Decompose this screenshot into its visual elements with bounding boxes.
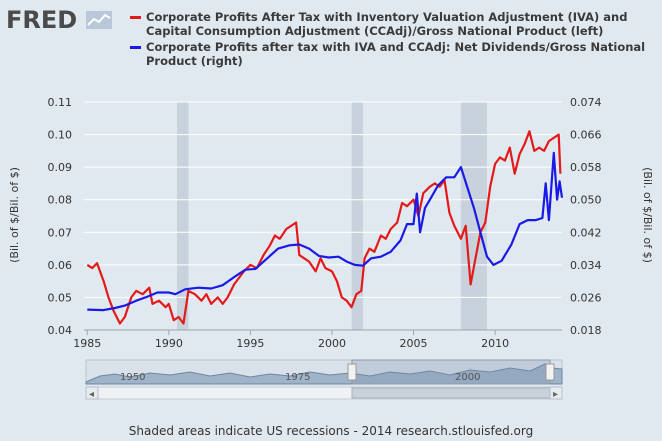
navigator-selection[interactable] (351, 359, 551, 385)
y-right-tick-label: 0.034 (570, 259, 602, 272)
fred-logo: FRED (6, 6, 112, 34)
legend-label-left-series: Corporate Profits After Tax with Invento… (146, 10, 628, 38)
legend-swatch-red (130, 16, 141, 19)
x-tick-label: 2000 (318, 337, 346, 350)
series-line-left (86, 130, 562, 325)
scroll-right-button[interactable] (549, 386, 563, 400)
y-right-tick-label: 0.074 (570, 96, 602, 109)
footer-note: Shaded areas indicate US recessions - 20… (128, 424, 534, 438)
y-left-tick-label: 0.06 (48, 259, 73, 272)
x-tick-label: 1995 (236, 337, 264, 350)
navigator-label-1950: 1950 (120, 372, 145, 383)
navigator-handle-right[interactable] (545, 363, 555, 381)
y-right-tick-label: 0.058 (570, 161, 602, 174)
x-tick-label: 2005 (400, 337, 428, 350)
y-right-tick-label: 0.066 (570, 129, 602, 142)
y-right-tick-label: 0.050 (570, 194, 602, 207)
x-tick-label: 2010 (481, 337, 509, 350)
series-line-right (87, 151, 564, 312)
y-right-tick-label: 0.026 (570, 291, 602, 304)
recession-band-0 (176, 102, 189, 330)
y-left-tick-label: 0.08 (48, 194, 73, 207)
y-right-tick-label: 0.042 (570, 226, 602, 239)
x-tick-label: 1990 (155, 337, 183, 350)
scrollbar-thumb[interactable] (351, 387, 551, 399)
scroll-left-button[interactable] (85, 386, 99, 400)
scroll-left-arrow-icon: ◂ (89, 389, 94, 400)
y-left-tick-label: 0.09 (48, 161, 73, 174)
x-tick-label: 1985 (73, 337, 101, 350)
legend-label-right-series: Corporate Profits after tax with IVA and… (146, 40, 646, 68)
y-left-tick-label: 0.10 (48, 129, 73, 142)
fred-logo-text: FRED (6, 6, 78, 34)
navigator-scrollbar[interactable]: ◂ ▸ (85, 386, 563, 400)
chart-line-icon (85, 11, 112, 29)
y-left-tick-label: 0.04 (48, 324, 73, 337)
navigator-handle-left[interactable] (347, 363, 357, 381)
legend-swatch-blue (130, 46, 141, 49)
chart-legend: Corporate Profits After Tax with Invento… (130, 10, 650, 70)
legend-item-left-series: Corporate Profits After Tax with Invento… (130, 10, 650, 38)
y-axis-label-left: (Bil. of $/Bil. of $) (8, 167, 21, 263)
recession-band-2 (460, 102, 487, 330)
y-left-tick-label: 0.11 (48, 96, 73, 109)
y-left-tick-label: 0.05 (48, 291, 73, 304)
range-navigator[interactable]: 1950 1975 2000 (85, 359, 563, 385)
recession-band-1 (351, 102, 363, 330)
y-axis-label-right: (Bil. of $/Bil. of $) (641, 167, 654, 263)
y-right-tick-label: 0.018 (570, 324, 602, 337)
navigator-label-2000: 2000 (455, 372, 480, 383)
y-left-tick-label: 0.07 (48, 226, 73, 239)
navigator-label-1975: 1975 (285, 372, 310, 383)
legend-item-right-series: Corporate Profits after tax with IVA and… (130, 40, 650, 68)
scroll-right-arrow-icon: ▸ (553, 389, 558, 400)
